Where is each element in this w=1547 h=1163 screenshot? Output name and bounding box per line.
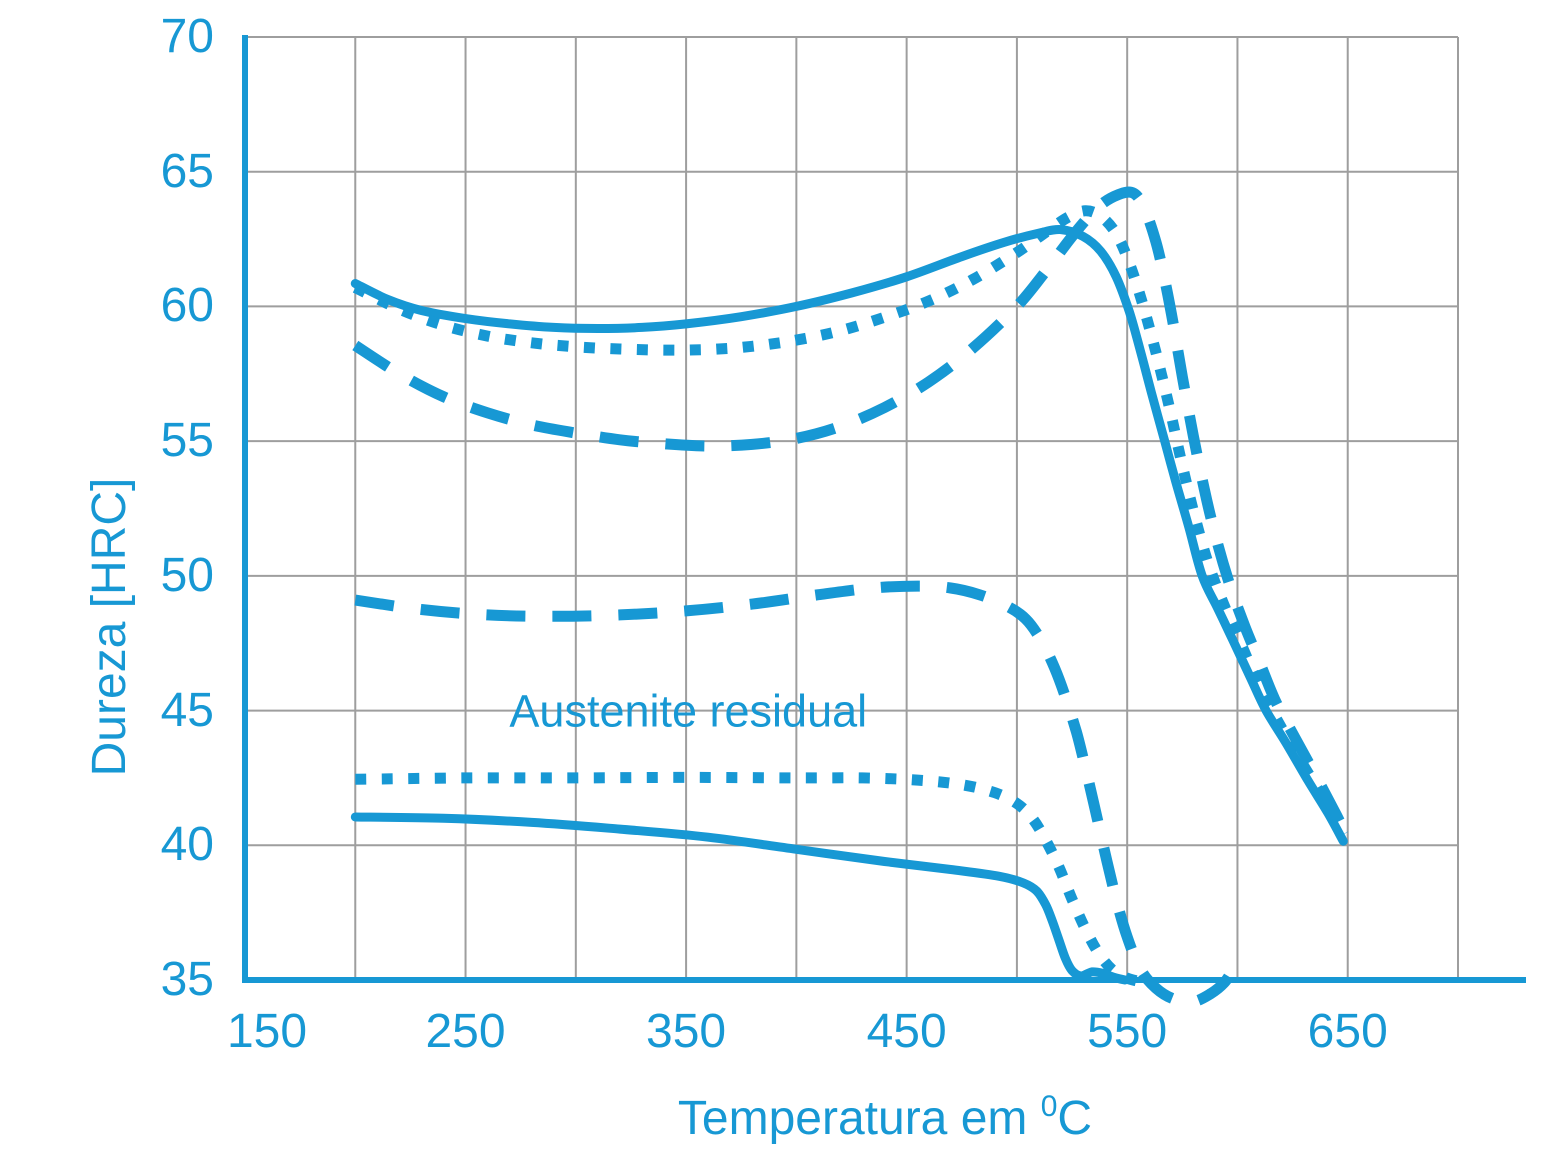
x-tick-label-150: 150 bbox=[226, 1005, 308, 1058]
y-tick-label-55: 55 bbox=[160, 414, 214, 468]
y-axis-title: Dureza [HRC] bbox=[83, 477, 136, 777]
x-axis-title-superscript: 0 bbox=[1040, 1090, 1058, 1123]
curve-hardness_dotted bbox=[352, 205, 1349, 838]
y-tick-label-60: 60 bbox=[160, 279, 214, 333]
curve-hardness_solid bbox=[350, 225, 1348, 846]
curve-austenite_dotted bbox=[355, 771, 1140, 987]
x-tick-label-350: 350 bbox=[646, 1005, 727, 1058]
annotation-austenite-residual: Austenite residual bbox=[509, 685, 868, 737]
x-axis-title: Temperatura em 0C bbox=[678, 1092, 1092, 1143]
curve-austenite_solid bbox=[350, 812, 1130, 985]
x-tick-label-650: 650 bbox=[1307, 1005, 1388, 1058]
x-axis-title-unit: C bbox=[1057, 1092, 1093, 1145]
y-tick-label-50: 50 bbox=[160, 548, 214, 602]
y-tick-label-45: 45 bbox=[160, 683, 214, 737]
x-tick-label-250: 250 bbox=[425, 1005, 506, 1058]
x-tick-label-550: 550 bbox=[1087, 1005, 1168, 1058]
y-tick-label-40: 40 bbox=[160, 818, 214, 872]
curve-hardness_dashed bbox=[352, 186, 1355, 846]
y-tick-label-35: 35 bbox=[160, 953, 214, 1006]
curve-austenite_dashed bbox=[354, 580, 1238, 1008]
y-tick-label-65: 65 bbox=[160, 144, 214, 198]
x-tick-label-450: 450 bbox=[866, 1005, 947, 1058]
y-tick-label-70: 70 bbox=[160, 10, 214, 63]
x-axis-title-text: Temperatura em bbox=[677, 1092, 1041, 1145]
